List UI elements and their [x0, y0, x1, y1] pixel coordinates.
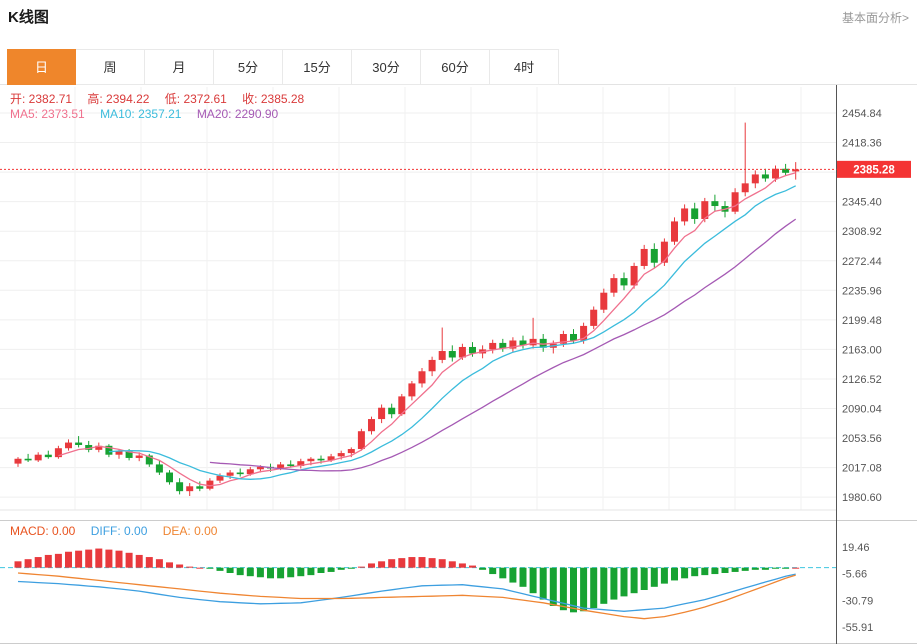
- svg-text:-30.79: -30.79: [842, 595, 873, 607]
- dea-line: [17, 572, 796, 620]
- svg-text:2053.56: 2053.56: [842, 433, 882, 445]
- tab-15min[interactable]: 15分: [283, 49, 352, 85]
- svg-text:2126.52: 2126.52: [842, 374, 882, 386]
- svg-text:2090.04: 2090.04: [842, 404, 882, 416]
- tab-4hour[interactable]: 4时: [490, 49, 559, 85]
- close-value: 收: 2385.28: [242, 92, 305, 106]
- svg-text:2385.28: 2385.28: [853, 164, 895, 176]
- macd-histogram-layer: [14, 548, 800, 613]
- svg-text:2235.96: 2235.96: [842, 285, 882, 297]
- open-value: 开: 2382.71: [10, 92, 73, 106]
- svg-text:2308.92: 2308.92: [842, 226, 882, 238]
- macd-panel: MACD: 0.00 DIFF: 0.00 DEA: 0.00 19.46 -5.…: [0, 520, 917, 644]
- svg-text:1980.60: 1980.60: [842, 492, 882, 504]
- tab-5min[interactable]: 5分: [214, 49, 283, 85]
- interval-tab-bar: 日 周 月 5分 15分 30分 60分 4时: [0, 49, 917, 85]
- fundamental-analysis-link[interactable]: 基本面分析>: [841, 11, 909, 25]
- page-title: K线图: [8, 9, 49, 26]
- svg-text:2163.00: 2163.00: [842, 344, 882, 356]
- svg-text:2418.36: 2418.36: [842, 138, 882, 150]
- ma20-value: MA20: 2290.90: [196, 107, 279, 121]
- svg-text:-5.66: -5.66: [842, 569, 867, 581]
- ma20-line: [209, 218, 797, 472]
- svg-text:-55.91: -55.91: [842, 622, 873, 634]
- tab-60min[interactable]: 60分: [421, 49, 490, 85]
- dea-value: DEA: 0.00: [162, 524, 218, 538]
- diff-value: DIFF: 0.00: [90, 524, 148, 538]
- svg-text:2272.44: 2272.44: [842, 256, 882, 268]
- main-chart-canvas[interactable]: 2454.842418.362381.882345.402308.922272.…: [0, 85, 917, 520]
- tab-day[interactable]: 日: [7, 49, 76, 85]
- macd-axis-labels: 19.46 -5.66 -30.79 -55.91: [842, 542, 873, 634]
- diff-line: [17, 573, 796, 612]
- ma-info: MA5: 2373.51 MA10: 2357.21 MA20: 2290.90: [10, 107, 290, 121]
- tab-30min[interactable]: 30分: [352, 49, 421, 85]
- svg-text:2017.08: 2017.08: [842, 463, 882, 475]
- svg-text:2454.84: 2454.84: [842, 108, 882, 120]
- macd-info: MACD: 0.00 DIFF: 0.00 DEA: 0.00: [10, 524, 229, 538]
- high-value: 高: 2394.22: [87, 92, 150, 106]
- low-value: 低: 2372.61: [164, 92, 227, 106]
- ohlc-info: 开: 2382.71 高: 2394.22 低: 2372.61 收: 2385…: [10, 90, 316, 107]
- macd-value: MACD: 0.00: [10, 524, 76, 538]
- svg-text:2199.48: 2199.48: [842, 315, 882, 327]
- main-chart-panel: 开: 2382.71 高: 2394.22 低: 2372.61 收: 2385…: [0, 85, 917, 520]
- main-grid: [0, 87, 836, 510]
- svg-text:2345.40: 2345.40: [842, 197, 882, 209]
- tab-week[interactable]: 周: [76, 49, 145, 85]
- svg-text:19.46: 19.46: [842, 542, 870, 554]
- ma5-line: [58, 172, 796, 487]
- ma10-value: MA10: 2357.21: [100, 107, 182, 121]
- macd-chart-canvas[interactable]: 19.46 -5.66 -30.79 -55.91: [0, 520, 917, 644]
- ma10-line: [108, 185, 796, 480]
- ma5-value: MA5: 2373.51: [10, 107, 85, 121]
- candles-layer: [14, 122, 800, 497]
- tab-month[interactable]: 月: [145, 49, 214, 85]
- current-price-tag: [837, 160, 911, 178]
